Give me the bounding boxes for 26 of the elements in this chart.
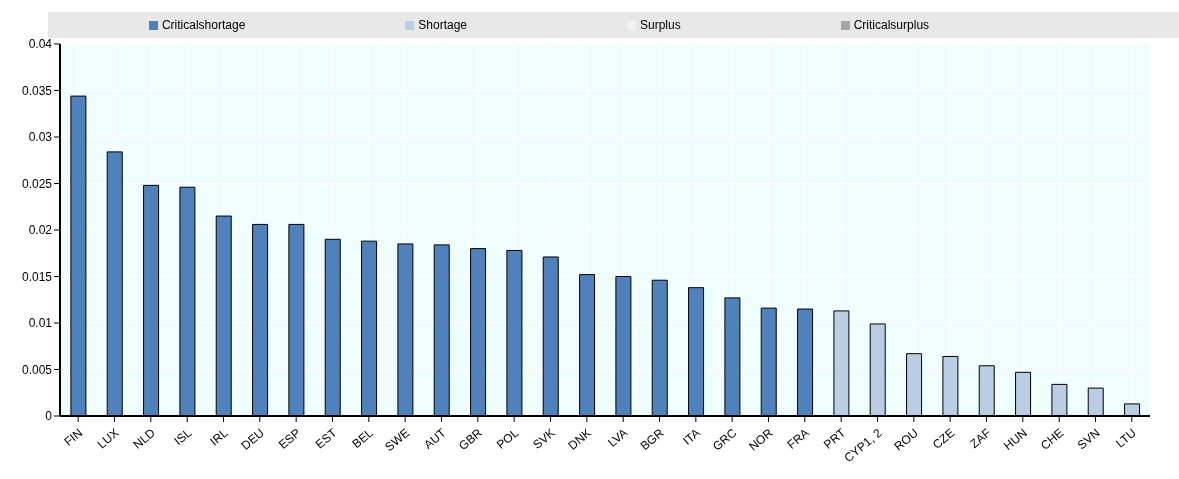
y-tick-label: 0.03	[28, 130, 53, 145]
y-tick-label: 0.015	[21, 269, 53, 284]
y-tick-label: 0.02	[28, 223, 53, 238]
x-tick-label: FIN	[61, 425, 86, 449]
x-tick-label: POL	[493, 425, 522, 452]
legend-label: Shortage	[418, 18, 468, 32]
y-tick-label: 0.005	[21, 362, 53, 377]
x-tick-label: CZE	[929, 425, 958, 452]
y-tick-label: 0.04	[28, 37, 53, 52]
x-tick-label: FRA	[784, 425, 812, 452]
legend-label: Criticalshortage	[161, 18, 246, 32]
y-tick-label: 0	[45, 409, 53, 424]
x-tick-label: NLD	[130, 425, 159, 452]
legend-label: Surplus	[640, 18, 681, 32]
y-tick-label: 0.01	[28, 316, 53, 331]
x-tick-label: ISL	[171, 425, 195, 449]
y-tick-label: 0.025	[21, 176, 53, 191]
y-tick-label: 0.035	[21, 83, 53, 98]
x-tick-label: LVA	[605, 425, 631, 450]
x-tick-label: BEL	[349, 425, 377, 452]
legend-label: Criticalsurplus	[853, 18, 930, 32]
x-tick-label: ESP	[275, 425, 304, 452]
x-tick-label: LTU	[1113, 425, 1139, 451]
x-tick-label: IRL	[207, 425, 231, 449]
x-tick-label: GBR	[455, 425, 486, 454]
x-tick-label: ITA	[680, 425, 703, 448]
